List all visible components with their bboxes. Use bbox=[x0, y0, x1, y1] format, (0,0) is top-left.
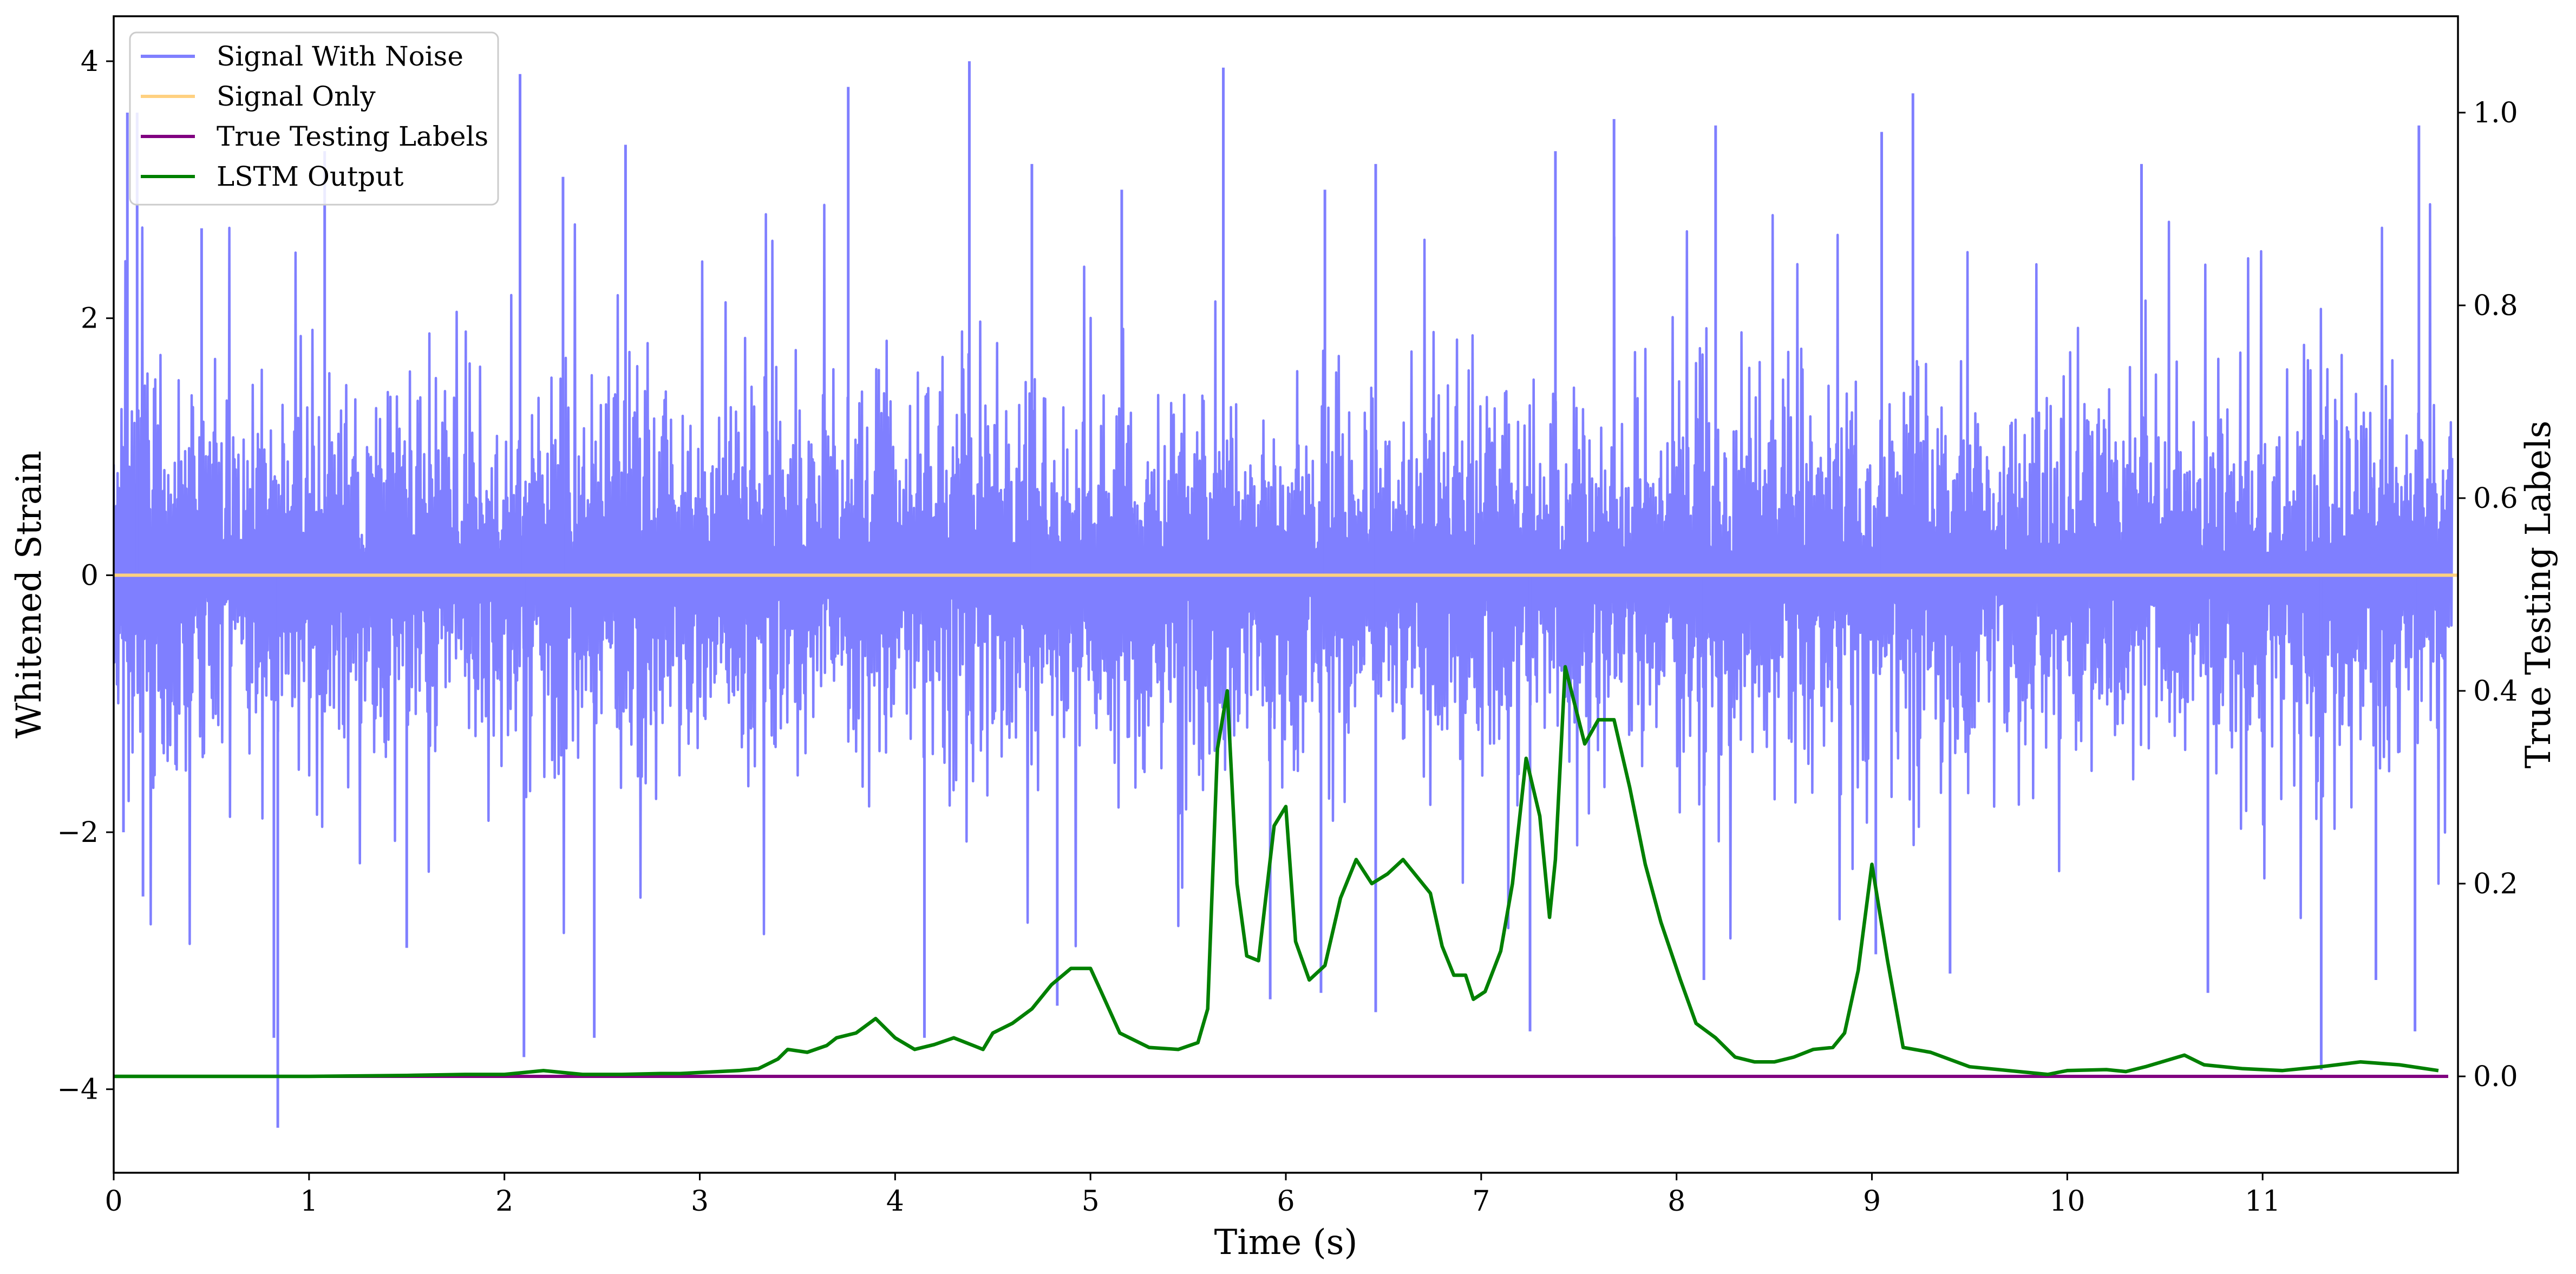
x-tick-label: 7 bbox=[1472, 1185, 1490, 1218]
y-left-tick-label: −4 bbox=[57, 1074, 99, 1106]
legend-entry-signal-with-noise: Signal With Noise bbox=[141, 41, 463, 72]
y-left-tick-label: 2 bbox=[81, 303, 99, 335]
legend-label: Signal Only bbox=[217, 81, 376, 112]
y-left-tick-label: −2 bbox=[57, 816, 99, 849]
x-axis-label: Time (s) bbox=[1214, 1223, 1358, 1263]
y-right-tick-label: 0.8 bbox=[2473, 290, 2518, 322]
y-right-tick-label: 0.2 bbox=[2473, 868, 2518, 900]
legend: Signal With Noise Signal Only True Testing… bbox=[129, 31, 499, 206]
legend-box bbox=[129, 31, 499, 206]
x-tick-label: 2 bbox=[495, 1185, 513, 1218]
legend-entry-lstm-output: LSTM Output bbox=[141, 161, 403, 192]
x-tick-label: 5 bbox=[1082, 1185, 1100, 1218]
y-left-tick-label: 0 bbox=[81, 559, 99, 592]
axes-layer: 0 1 2 3 4 5 6 7 8 9 10 11 −4 −2 0 2 4 0.0 0.2 0.4 0.6 0.8 1.0 bbox=[57, 15, 2518, 1218]
y-left-tick-label: 4 bbox=[81, 45, 99, 78]
legend-entry-true-testing-labels: True Testing Labels bbox=[141, 121, 488, 152]
y-right-tick-label: 0.4 bbox=[2473, 675, 2518, 708]
x-tick-label: 1 bbox=[300, 1185, 318, 1218]
x-tick-label: 11 bbox=[2245, 1185, 2280, 1218]
x-tick-label: 3 bbox=[691, 1185, 709, 1218]
y-axis-left-label: Whitened Strain bbox=[9, 450, 49, 738]
legend-label: LSTM Output bbox=[217, 161, 403, 192]
noise-trace bbox=[114, 203, 2454, 948]
x-tick-label: 4 bbox=[886, 1185, 904, 1218]
legend-label: True Testing Labels bbox=[217, 121, 488, 152]
y-axis-right-label: True Testing Labels bbox=[2519, 421, 2559, 769]
x-tick-label: 6 bbox=[1277, 1185, 1294, 1218]
legend-label: Signal With Noise bbox=[217, 41, 463, 72]
legend-entry-signal-only: Signal Only bbox=[141, 81, 376, 112]
series-lstm-output bbox=[114, 665, 2439, 1079]
y-right-tick-label: 0.6 bbox=[2473, 482, 2518, 515]
x-tick-label: 10 bbox=[2049, 1185, 2085, 1218]
series-signal-with-noise bbox=[114, 61, 2454, 1128]
x-tick-label: 8 bbox=[1668, 1185, 1685, 1218]
y-right-tick-label: 0.0 bbox=[2473, 1061, 2518, 1093]
plot-area bbox=[114, 61, 2458, 1128]
series-layer bbox=[114, 61, 2458, 1128]
x-tick-label: 0 bbox=[104, 1185, 122, 1218]
x-tick-label: 9 bbox=[1863, 1185, 1881, 1218]
y-right-tick-label: 1.0 bbox=[2473, 97, 2518, 129]
